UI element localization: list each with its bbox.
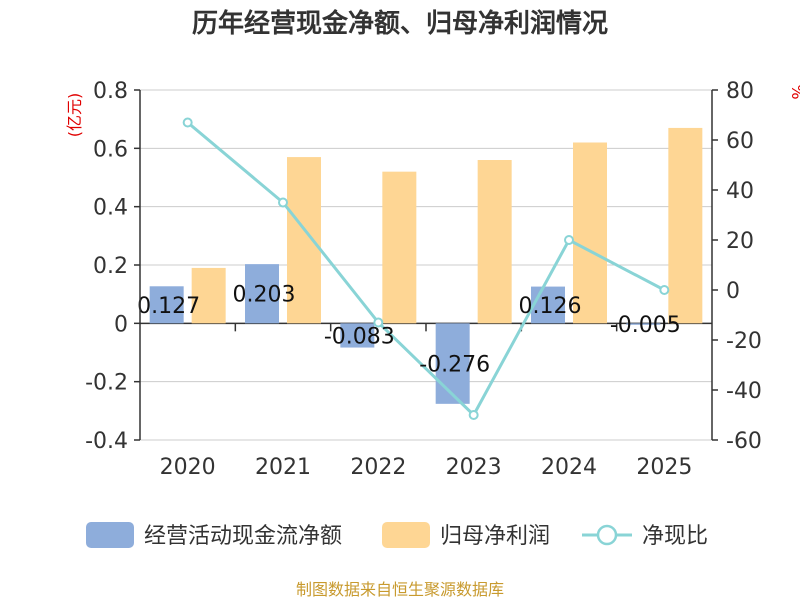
x-tick-label: 2020 [160, 455, 216, 480]
left-tick-label: 0.8 [93, 79, 128, 104]
bar-cashflow [531, 286, 565, 324]
ratio-point [659, 285, 670, 295]
right-tick-label: 60 [726, 129, 754, 154]
ratio-point [564, 235, 574, 245]
left-tick-label: 0.4 [93, 196, 128, 221]
legend-swatch-ratio-marker [596, 524, 618, 546]
bar-net-profit [191, 267, 226, 324]
bar-net-profit [573, 142, 607, 324]
ratio-point [373, 317, 384, 328]
ratio-line-path [186, 121, 666, 418]
bar-net-profit [287, 157, 321, 324]
left-tick-label: 0.2 [93, 254, 128, 279]
chart-title: 历年经营现金净额、归母净利润情况 [192, 8, 608, 39]
data-label-cashflow: -0.005 [610, 313, 681, 338]
bar-cashflow [626, 323, 661, 325]
x-tick-label: 2021 [255, 455, 311, 480]
axes: 0.8 0.6 0.4 0.2 0 -0.2 -0.4 80 60 40 20 0 -20 -40 -60 (… [65, 79, 800, 480]
gridlines [140, 89, 712, 441]
ratio-point [182, 117, 193, 128]
data-label-cashflow: 0.126 [519, 294, 582, 319]
x-tick-label: 2022 [350, 455, 406, 480]
data-label-cashflow: -0.083 [324, 324, 395, 349]
left-tick-label: 0 [114, 312, 128, 337]
bar-net-profit [477, 160, 512, 324]
bar-net-profit [668, 127, 703, 324]
bar-cashflow [340, 323, 375, 348]
right-tick-label: 20 [726, 229, 754, 254]
ratio-point [468, 410, 479, 420]
data-label-cashflow: 0.127 [137, 294, 200, 319]
right-tick-label: -60 [726, 429, 762, 454]
right-tick-label: 80 [726, 79, 754, 104]
left-axis-unit: (亿元) [65, 93, 84, 138]
x-tick-label: 2024 [541, 455, 597, 480]
bar-cashflow [149, 286, 184, 324]
right-tick-label: -40 [726, 379, 762, 404]
ratio-point [278, 197, 288, 208]
legend-label-ratio: 净现比 [642, 524, 708, 549]
legend-swatch-net-profit [382, 522, 430, 548]
legend-swatch-cashflow [86, 522, 134, 548]
data-label-cashflow: 0.203 [233, 283, 296, 308]
left-tick-label: -0.4 [85, 429, 128, 454]
left-tick-label: -0.2 [85, 371, 128, 396]
legend-label-net-profit: 归母净利润 [440, 524, 550, 549]
right-tick-label: 40 [726, 179, 754, 204]
bar-cashflow [245, 264, 279, 324]
source-note: 制图数据来自恒生聚源数据库 [296, 580, 504, 599]
bar-net-profit [382, 171, 417, 324]
right-tick-label: -20 [726, 329, 762, 354]
data-label-cashflow: -0.276 [419, 353, 490, 378]
x-tick-label: 2025 [636, 455, 692, 480]
left-tick-label: 0.6 [93, 137, 128, 162]
bars [149, 127, 703, 404]
right-axis-unit: % [788, 84, 800, 99]
data-labels: 0.127 0.203 -0.083 -0.276 0.126 -0.005 [137, 283, 681, 378]
ratio-line [182, 117, 670, 420]
bar-cashflow [435, 323, 470, 404]
legend-label-cashflow: 经营活动现金流净额 [144, 524, 342, 549]
right-tick-label: 0 [726, 279, 740, 304]
legend[interactable]: 经营活动现金流净额 归母净利润 净现比 [86, 522, 708, 549]
x-tick-label: 2023 [446, 455, 502, 480]
